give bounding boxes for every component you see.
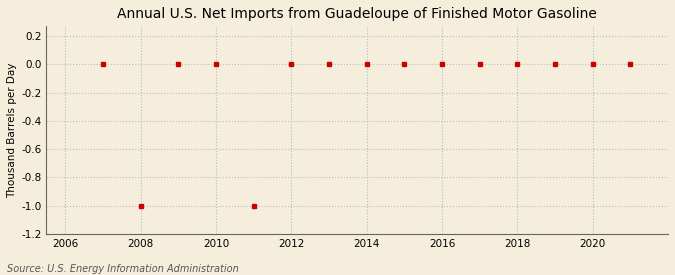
Y-axis label: Thousand Barrels per Day: Thousand Barrels per Day xyxy=(7,62,17,198)
Text: Source: U.S. Energy Information Administration: Source: U.S. Energy Information Administ… xyxy=(7,264,238,274)
Title: Annual U.S. Net Imports from Guadeloupe of Finished Motor Gasoline: Annual U.S. Net Imports from Guadeloupe … xyxy=(117,7,597,21)
